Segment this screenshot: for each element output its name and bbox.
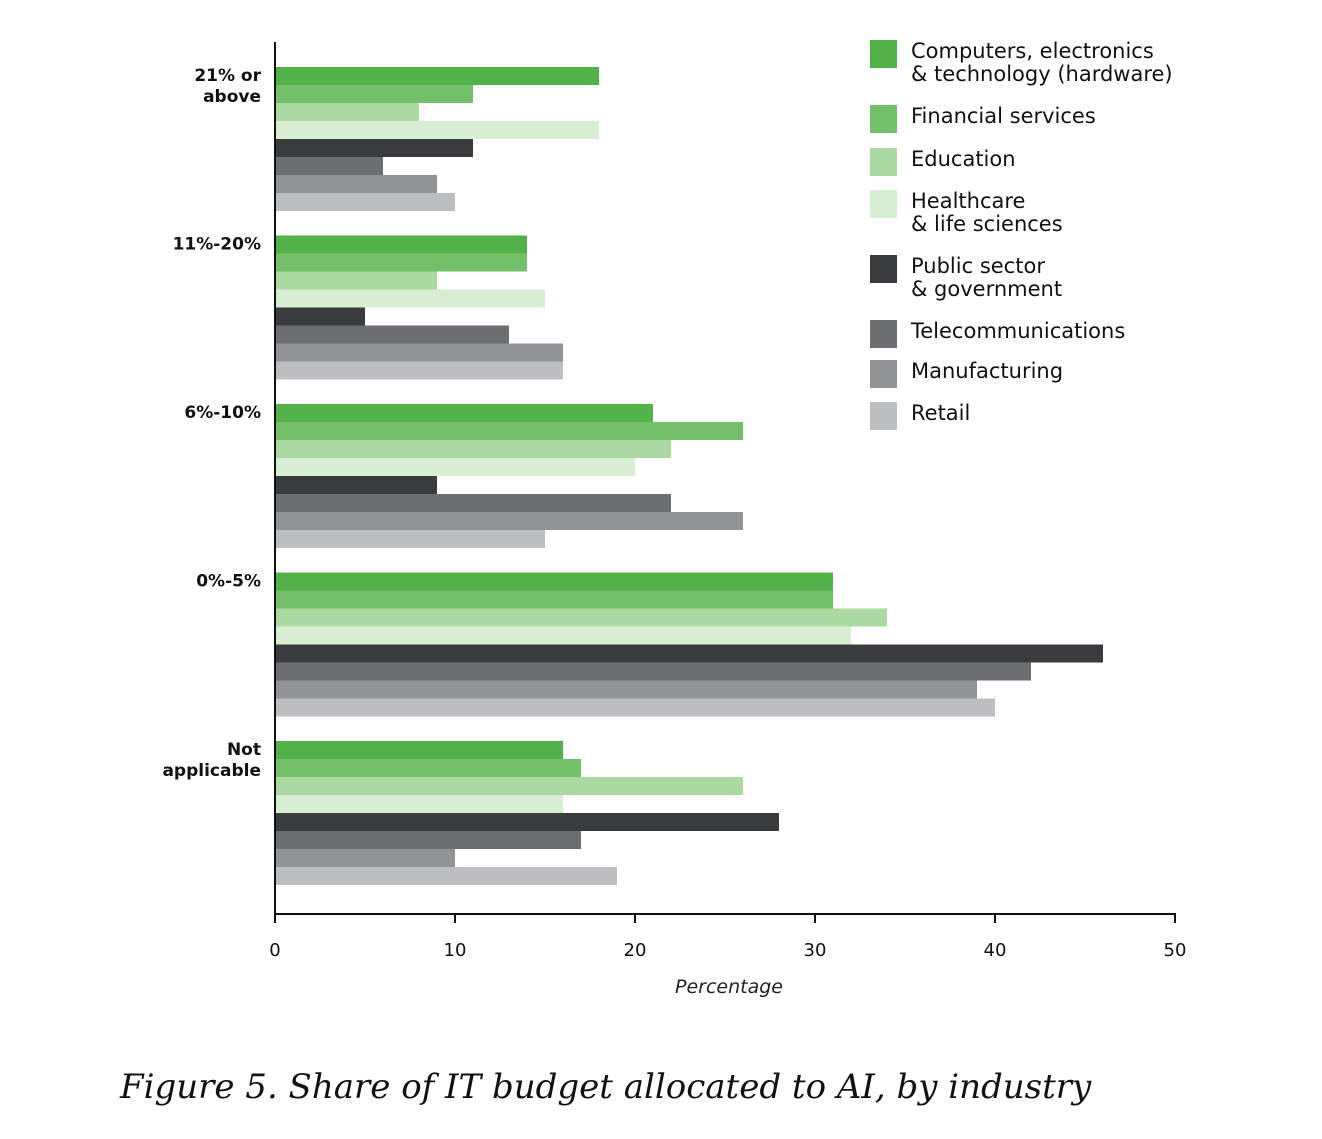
bar-cat4-series2 [275,777,743,795]
bar-cat1-series2 [275,271,437,290]
bar-cat2-series0 [275,404,653,422]
legend-swatch-4 [870,255,897,283]
bar-cat0-series6 [275,175,437,193]
bar-cat2-series3 [275,458,635,476]
legend-label-line: Manufacturing [911,359,1063,383]
legend-swatch-5 [870,320,897,348]
legend-label-line: Healthcare [911,189,1025,213]
category-label-1: 11%-20% [173,235,261,255]
bar-cat3-series3 [275,626,851,645]
legend-label-7: Retail [911,401,970,425]
bar-cat2-series7 [275,530,545,548]
bar-cat2-series4 [275,476,437,494]
category-label-line: applicable [162,761,261,781]
legend-label-line: Public sector [911,254,1045,278]
legend-label-2: Education [911,147,1016,171]
category-label-line: 6%-10% [184,403,261,423]
legend-label-line: Financial services [911,104,1096,128]
bar-cat3-series5 [275,662,1031,681]
bar-cat3-series1 [275,590,833,609]
bar-cat1-series5 [275,325,509,344]
x-tick-label-1: 10 [444,940,467,961]
legend-label-line: Telecommunications [910,319,1125,343]
bar-cat4-series6 [275,849,455,867]
legend-label-3: Healthcare & life sciences [911,189,1063,236]
labels-layer: 21% or above 11%-20% 6%-10% 0%-5% Not applicab… [162,66,1186,961]
legend-label-line: & government [911,277,1062,301]
axes-layer [274,42,1176,923]
bar-cat3-series6 [275,680,977,699]
figure-caption: Figure 5. Share of IT budget allocated t… [119,1067,1092,1107]
x-tick-label-5: 50 [1164,940,1187,961]
legend-label-line: Computers, electronics [911,39,1154,63]
category-label-line: above [203,87,261,107]
bar-cat1-series7 [275,361,563,380]
legend-label-line: & technology (hardware) [911,62,1173,86]
bar-cat2-series6 [275,512,743,530]
category-label-4: Not applicable [162,740,261,781]
bar-cat0-series4 [275,139,473,157]
bar-cat3-series4 [275,644,1103,663]
x-tick-label-3: 30 [804,940,827,961]
bar-cat4-series1 [275,759,581,777]
x-tick-label-4: 40 [984,940,1007,961]
legend-label-line: Retail [911,401,970,425]
bar-cat1-series1 [275,253,527,272]
legend-swatch-3 [870,190,897,218]
x-axis-title: Percentage [675,976,783,998]
legend-label-0: Computers, electronics & technology (hard… [911,39,1173,86]
bar-cat0-series2 [275,103,419,121]
bar-cat0-series7 [275,193,455,211]
bar-cat0-series0 [275,67,599,85]
category-label-2: 6%-10% [184,403,261,423]
bar-cat2-series2 [275,440,671,458]
bar-cat0-series5 [275,157,383,175]
category-label-3: 0%-5% [196,572,261,592]
category-label-line: 0%-5% [196,572,261,592]
bar-cat1-series0 [275,235,527,254]
legend-swatch-6 [870,360,897,388]
legend-label-5: Telecommunications [910,319,1125,343]
bar-cat0-series3 [275,121,599,139]
bar-cat3-series7 [275,698,995,717]
bar-cat4-series3 [275,795,563,813]
category-label-line: 11%-20% [173,235,261,255]
bar-cat4-series0 [275,741,563,759]
bar-cat3-series2 [275,608,887,627]
legend-swatch-7 [870,402,897,430]
legend-swatch-1 [870,105,897,133]
category-label-line: Not [227,740,261,760]
legend-label-4: Public sector & government [911,254,1062,301]
legend-label-1: Financial services [911,104,1096,128]
bar-cat2-series1 [275,422,743,440]
x-tick-label-0: 0 [269,940,280,961]
legend-label-line: Education [911,147,1016,171]
x-tick-label-2: 20 [624,940,647,961]
bar-cat0-series1 [275,85,473,103]
bars-layer [275,67,1103,885]
bar-cat3-series0 [275,572,833,591]
legend-label-6: Manufacturing [911,359,1063,383]
bar-cat4-series7 [275,867,617,885]
legend-swatch-2 [870,148,897,176]
bar-cat2-series5 [275,494,671,512]
bar-cat1-series6 [275,343,563,362]
bar-cat4-series4 [275,813,779,831]
legend: Computers, electronics & technology (hard… [870,39,1173,430]
category-label-0: 21% or above [194,66,261,107]
bar-cat1-series3 [275,289,545,308]
bar-cat4-series5 [275,831,581,849]
bar-cat1-series4 [275,307,365,326]
legend-label-line: & life sciences [911,212,1063,236]
legend-swatch-0 [870,40,897,68]
category-label-line: 21% or [194,66,261,86]
